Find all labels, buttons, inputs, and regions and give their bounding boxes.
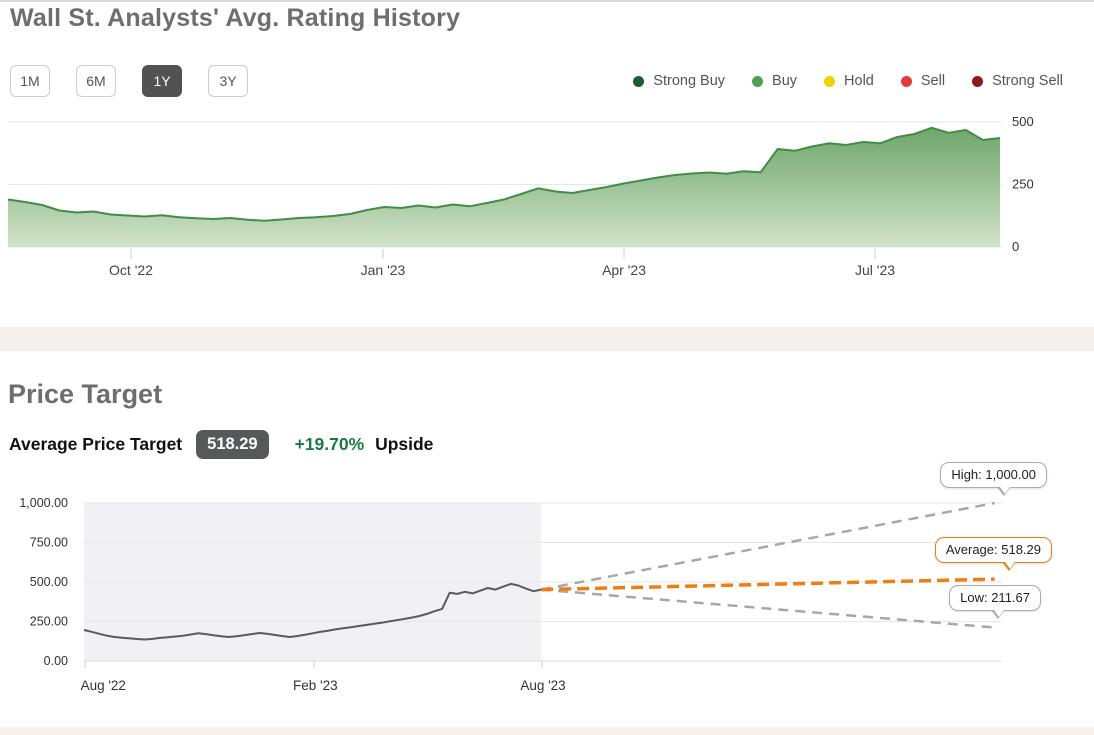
time-range-selector: 1M 6M 1Y 3Y <box>10 65 248 97</box>
svg-text:Apr '23: Apr '23 <box>602 262 646 278</box>
range-button-1y[interactable]: 1Y <box>142 65 182 97</box>
range-button-3y[interactable]: 3Y <box>208 65 248 97</box>
average-price-target-label: Average Price Target <box>9 434 183 454</box>
bottom-band <box>0 727 1094 735</box>
section-divider <box>0 327 1094 351</box>
svg-text:Feb '23: Feb '23 <box>293 678 338 693</box>
rating-legend: Strong Buy Buy Hold Sell Strong Sell <box>633 65 1063 97</box>
legend-item-strong-buy[interactable]: Strong Buy <box>633 73 725 89</box>
svg-text:Jul '23: Jul '23 <box>855 262 895 278</box>
legend-item-buy[interactable]: Buy <box>752 73 797 89</box>
legend-item-hold[interactable]: Hold <box>824 73 874 89</box>
svg-text:250.00: 250.00 <box>30 615 68 629</box>
legend-dot-icon <box>824 75 836 87</box>
legend-dot-icon <box>900 75 912 87</box>
svg-text:Aug '22: Aug '22 <box>81 678 126 693</box>
svg-text:500.00: 500.00 <box>30 575 68 589</box>
price-target-title: Price Target <box>8 379 163 409</box>
low-target-callout: Low: 211.67 <box>949 585 1041 619</box>
range-button-6m[interactable]: 6M <box>76 65 116 97</box>
average-price-target-row: Average Price Target 518.29 +19.70% Upsi… <box>9 430 433 459</box>
svg-text:0: 0 <box>1012 239 1019 254</box>
legend-dot-icon <box>633 75 645 87</box>
svg-text:Jan '23: Jan '23 <box>361 262 406 278</box>
svg-text:500: 500 <box>1012 114 1034 129</box>
upside-wrap: +19.70% Upside <box>295 434 434 455</box>
legend-item-label: Hold <box>844 73 874 89</box>
legend-item-strong-sell[interactable]: Strong Sell <box>972 73 1063 89</box>
average-price-target-badge: 518.29 <box>196 430 269 459</box>
average-target-callout: Average: 518.29 <box>934 537 1052 571</box>
range-button-1m[interactable]: 1M <box>10 65 50 97</box>
svg-text:Oct '22: Oct '22 <box>109 262 153 278</box>
legend-item-label: Sell <box>920 73 946 89</box>
svg-text:Aug '23: Aug '23 <box>520 678 565 693</box>
legend-dot-icon <box>752 75 764 87</box>
upside-percent: +19.70% <box>294 434 365 454</box>
svg-text:1,000.00: 1,000.00 <box>19 496 68 510</box>
legend-item-sell[interactable]: Sell <box>900 73 946 89</box>
svg-text:0.00: 0.00 <box>44 654 68 668</box>
legend-dot-icon <box>972 75 984 87</box>
upside-label: Upside <box>375 434 434 454</box>
legend-item-label: Strong Sell <box>992 73 1063 89</box>
svg-text:750.00: 750.00 <box>30 536 68 550</box>
page-top-border <box>0 0 1094 2</box>
price-target-line-chart: 1,000.00 750.00 500.00 250.00 0.00 Aug '22 Feb… <box>19 496 1002 693</box>
high-target-callout: High: 1,000.00 <box>940 462 1047 496</box>
rating-history-title: Wall St. Analysts' Avg. Rating History <box>10 4 461 32</box>
rating-history-area-chart: 500 250 0 Oct '22 Jan '23 Apr '23 Jul '23 <box>7 114 1034 278</box>
legend-item-label: Strong Buy <box>653 73 726 89</box>
legend-item-label: Buy <box>772 73 798 89</box>
svg-text:250: 250 <box>1012 177 1034 192</box>
